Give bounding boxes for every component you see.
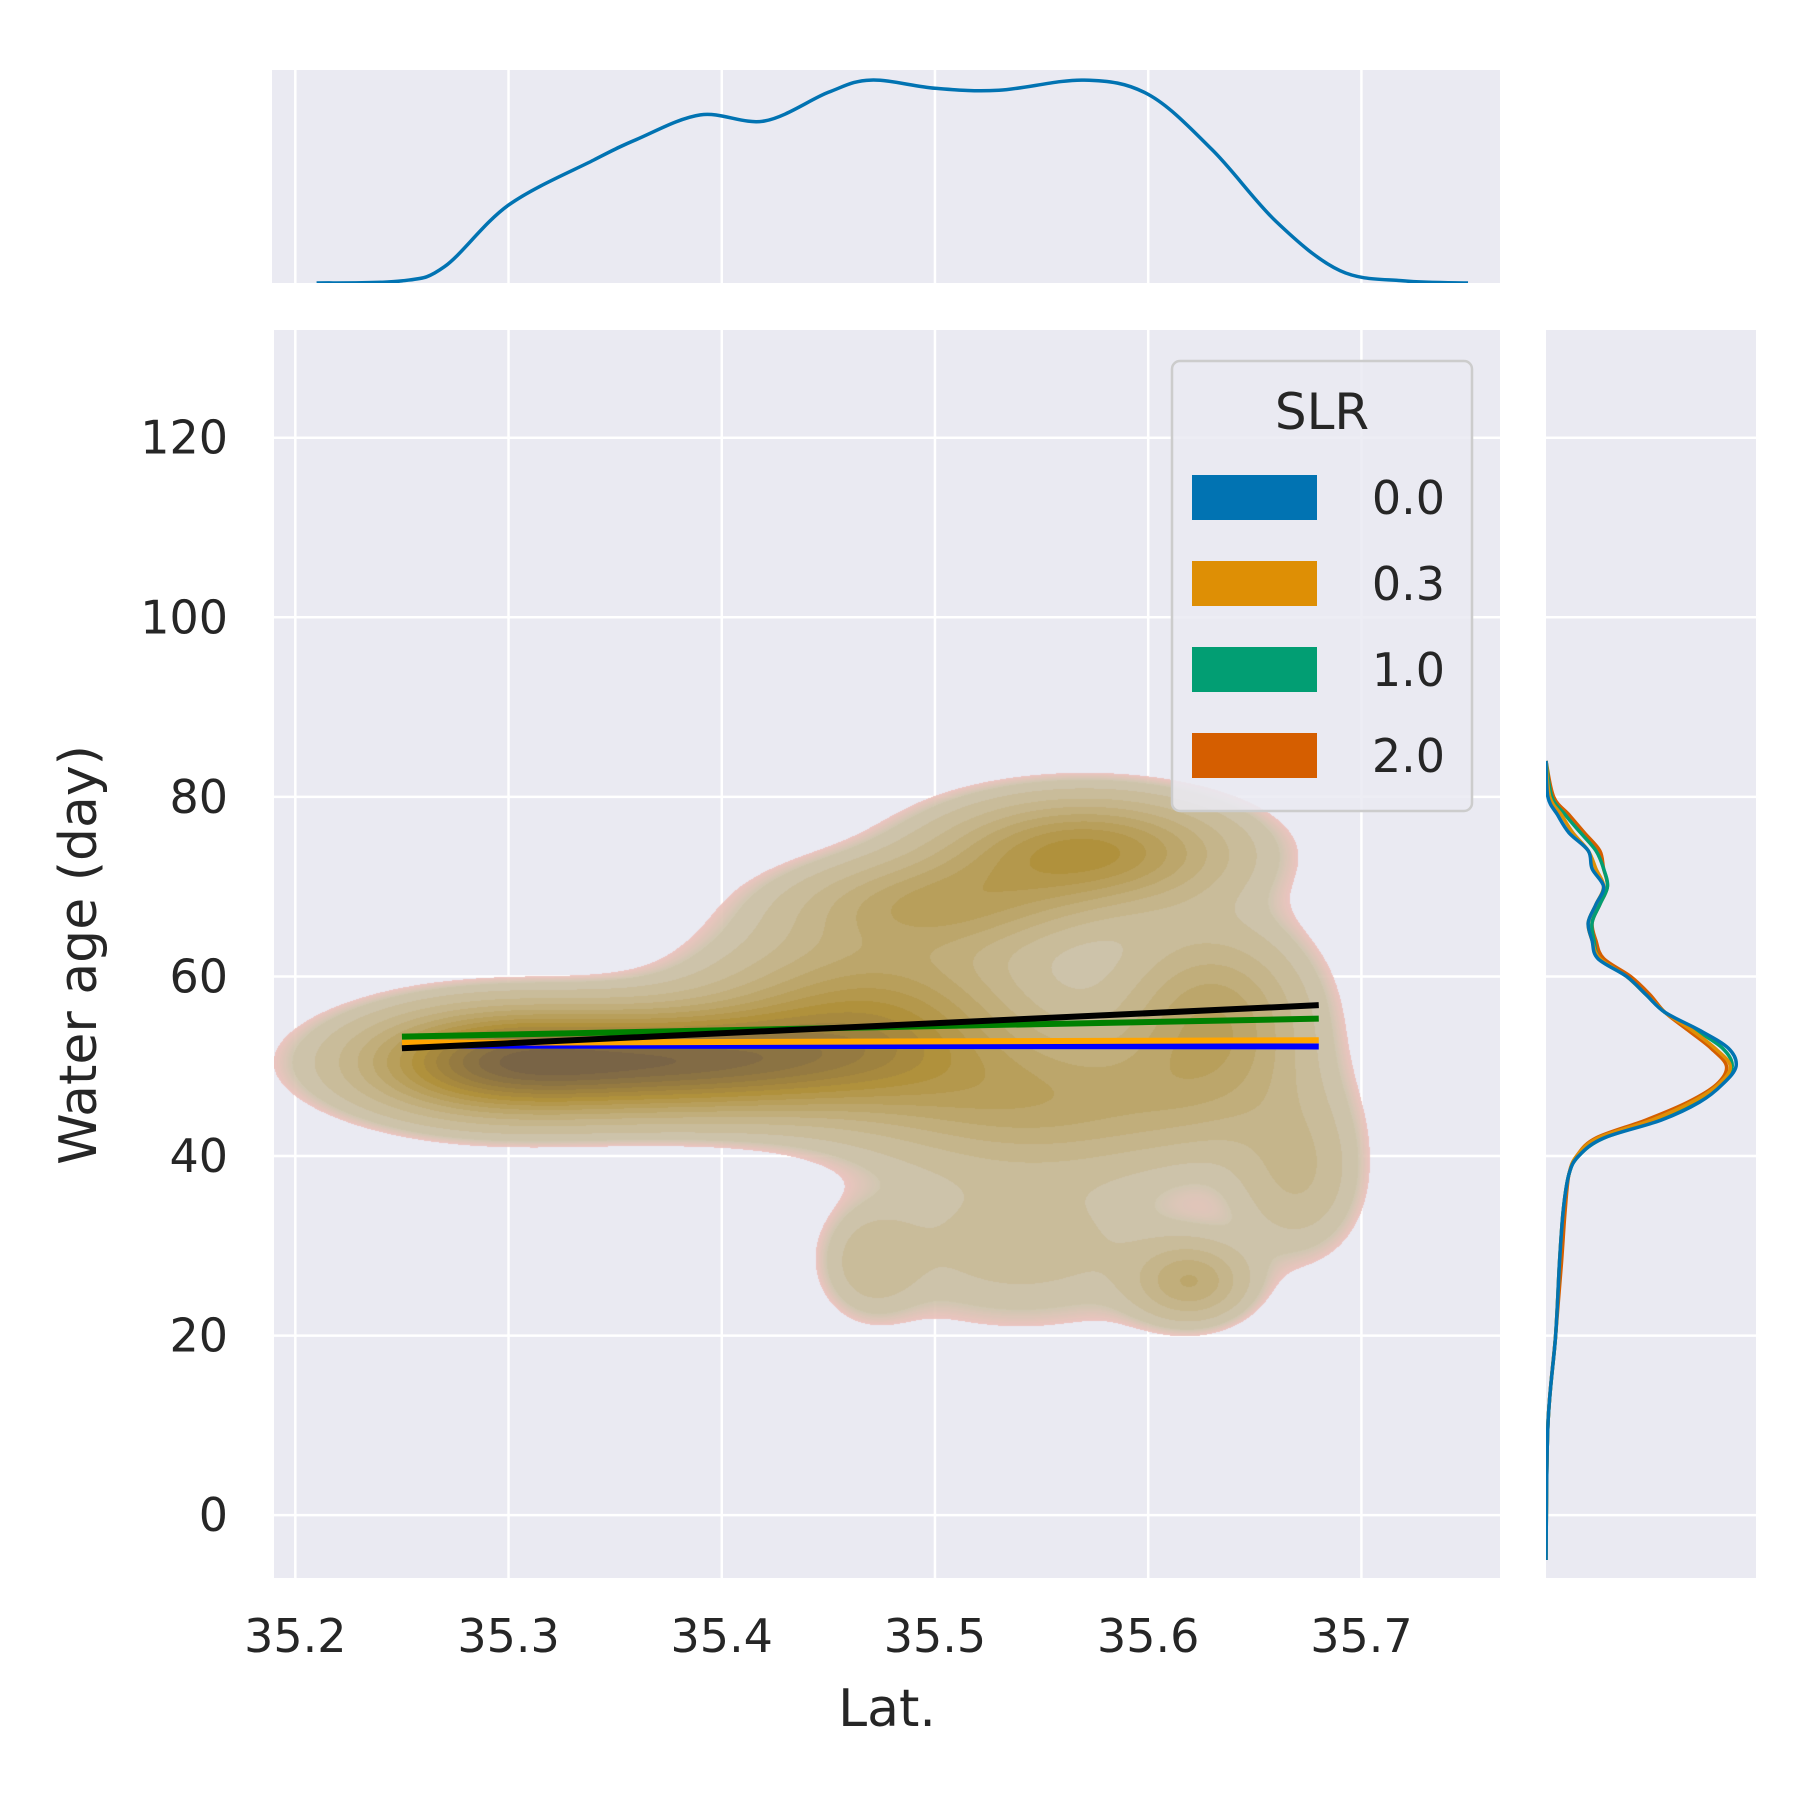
top-marginal-background	[272, 70, 1500, 283]
x-tick-label: 35.6	[1097, 1609, 1199, 1663]
legend-swatch-0.3	[1192, 561, 1317, 606]
legend-label: 0.3	[1372, 557, 1445, 611]
x-tick-label: 35.3	[457, 1609, 559, 1663]
y-tick-label: 80	[169, 770, 228, 824]
y-tick-label: 20	[169, 1309, 228, 1363]
legend-swatch-2.0	[1192, 733, 1317, 778]
x-marginal-kde	[316, 78, 1469, 283]
x-tick-label: 35.5	[884, 1609, 986, 1663]
y-axis-label: Water age (day)	[49, 745, 109, 1165]
y-tick-label: 60	[169, 949, 228, 1003]
y-tick-label: 40	[169, 1129, 228, 1183]
top-marginal-gridlines	[294, 70, 1363, 283]
y-tick-label: 120	[140, 411, 228, 465]
legend-label: 1.0	[1372, 643, 1445, 697]
legend-title: SLR	[1275, 383, 1369, 441]
x-marginal-curve	[316, 78, 1469, 283]
legend-label: 2.0	[1372, 729, 1445, 783]
legend-entries: 0.0 0.3 1.0 2.0	[1192, 471, 1445, 783]
y-tick-label: 0	[199, 1488, 228, 1542]
legend-box	[1170, 359, 1474, 813]
y-marginal-curve-0.0	[1546, 760, 1739, 1561]
x-tick-label: 35.2	[244, 1609, 346, 1663]
legend-swatch-1.0	[1192, 647, 1317, 692]
x-tick-label: 35.4	[671, 1609, 773, 1663]
y-tick-label: 100	[140, 590, 228, 644]
legend-label: 0.0	[1372, 471, 1445, 525]
regression-lines	[401, 1002, 1319, 1052]
y-axis-ticks: 0 20 40 60 80 100 120	[140, 411, 228, 1542]
right-marginal-background	[1546, 330, 1756, 1578]
x-axis-ticks: 35.2 35.3 35.4 35.5 35.6 35.7	[244, 1609, 1413, 1663]
y-marginal-kde	[1546, 760, 1739, 1561]
regression-line-0	[401, 1042, 1319, 1050]
legend-swatch-0.0	[1192, 475, 1317, 520]
legend: SLR 0.0 0.3 1.0 2.0	[1170, 359, 1474, 813]
regression-line-3	[401, 1002, 1319, 1052]
x-tick-label: 35.7	[1310, 1609, 1412, 1663]
x-axis-label: Lat.	[838, 1679, 936, 1739]
